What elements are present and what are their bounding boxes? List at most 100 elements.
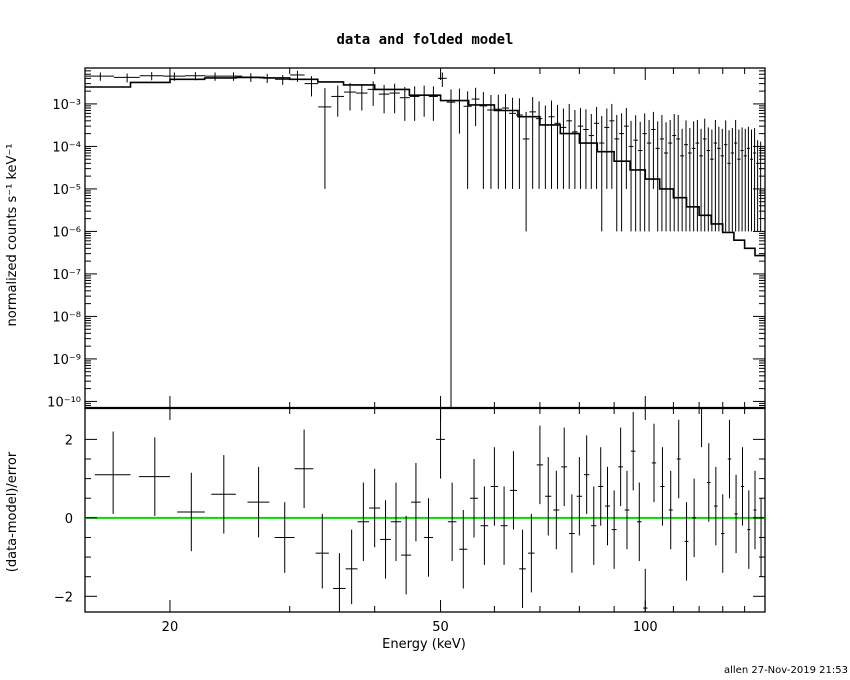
residual-point	[411, 462, 421, 542]
top-y-tick-label: 10⁻⁷	[52, 268, 81, 283]
data-point	[367, 81, 379, 106]
top-y-tick-label: 10⁻³	[52, 98, 81, 113]
residual-point	[345, 529, 358, 605]
bottom-panel: 20−2 20 50 100	[54, 407, 766, 635]
residual-point	[699, 407, 704, 448]
data-point	[331, 85, 344, 117]
data-point	[663, 122, 669, 232]
data-point	[487, 95, 495, 189]
residual-point	[177, 472, 205, 552]
data-point	[733, 119, 738, 232]
residual-point	[459, 510, 468, 589]
data-point	[699, 128, 703, 232]
residual-point	[480, 486, 489, 565]
residual-points	[94, 407, 763, 612]
data-point	[730, 128, 734, 232]
residual-point	[138, 437, 170, 516]
data-point	[609, 103, 615, 189]
data-point	[471, 87, 480, 127]
bottom-y-tick-label: 2	[65, 433, 73, 448]
data-point	[554, 104, 561, 189]
data-point	[720, 128, 724, 232]
residual-point	[714, 466, 718, 546]
residual-point	[490, 447, 499, 526]
top-panel-frame	[84, 67, 766, 409]
data-point	[740, 127, 744, 232]
top-y-tick-label: 10⁻⁸	[52, 310, 81, 325]
residual-point	[637, 482, 642, 561]
residual-point	[583, 435, 590, 514]
data-point	[746, 126, 750, 232]
data-point	[706, 127, 711, 232]
data-point	[614, 114, 620, 232]
residual-point	[753, 470, 757, 550]
data-point	[479, 92, 488, 189]
data-point	[259, 73, 276, 84]
data-point	[455, 88, 464, 134]
data-point	[185, 72, 206, 81]
data-point	[633, 115, 638, 232]
bottom-tick-marks	[85, 408, 766, 612]
residual-point	[660, 447, 665, 526]
data-point	[668, 119, 673, 232]
residual-point	[470, 459, 478, 538]
bottom-y-axis-label: (data-model)/error	[5, 451, 20, 572]
data-point	[378, 84, 390, 114]
data-point	[583, 109, 589, 189]
data-point	[275, 74, 291, 85]
residual-point	[211, 455, 236, 534]
data-point	[588, 113, 594, 189]
data-point	[759, 141, 763, 232]
data-point	[756, 140, 760, 232]
data-point	[389, 83, 400, 114]
bottom-y-tick-label: −2	[54, 590, 73, 605]
residual-point	[561, 427, 568, 507]
data-point	[529, 97, 536, 189]
top-y-tick-labels: 10⁻³ 10⁻⁴ 10⁻⁵ 10⁻⁶ 10⁻⁷ 10⁻⁸ 10⁻⁹ 10⁻¹⁰	[47, 98, 81, 410]
residual-point	[624, 470, 630, 550]
residual-point	[294, 429, 314, 509]
residual-point	[390, 482, 402, 561]
top-y-axis-label: normalized counts s⁻¹ keV⁻¹	[5, 144, 20, 327]
residual-point	[369, 468, 381, 548]
residual-point	[274, 502, 295, 573]
data-point	[304, 76, 319, 97]
data-point	[242, 73, 260, 82]
residual-point	[734, 474, 738, 554]
residual-point	[528, 513, 535, 593]
data-point	[566, 103, 573, 189]
residual-point	[668, 470, 673, 550]
data-point	[463, 91, 472, 189]
data-point	[205, 72, 225, 81]
data-point	[710, 129, 714, 232]
residual-point	[721, 494, 725, 573]
data-point	[446, 89, 456, 408]
top-y-tick-label: 10⁻⁴	[52, 140, 81, 155]
residual-point	[747, 490, 751, 569]
top-y-tick-label: 10⁻⁹	[52, 353, 81, 368]
data-point	[593, 106, 600, 189]
data-point	[687, 128, 692, 232]
residual-point	[727, 419, 732, 499]
data-point	[737, 129, 741, 232]
data-point	[355, 84, 368, 111]
data-point	[548, 100, 555, 189]
residual-point	[618, 427, 624, 507]
data-point	[163, 72, 186, 81]
residual-point	[706, 443, 711, 522]
residual-point	[676, 419, 681, 499]
residual-point	[94, 431, 131, 514]
residual-point	[509, 451, 517, 530]
data-point	[409, 86, 420, 121]
data-point	[637, 121, 643, 232]
x-tick-label: 50	[432, 620, 449, 635]
data-point	[535, 101, 543, 189]
residual-point	[519, 529, 526, 609]
data-point	[691, 121, 696, 232]
top-y-tick-label: 10⁻⁶	[52, 225, 81, 240]
data-point	[85, 72, 115, 81]
data-point	[437, 72, 447, 88]
data-point	[743, 128, 747, 232]
data-point	[604, 108, 610, 189]
residual-point	[591, 486, 597, 565]
